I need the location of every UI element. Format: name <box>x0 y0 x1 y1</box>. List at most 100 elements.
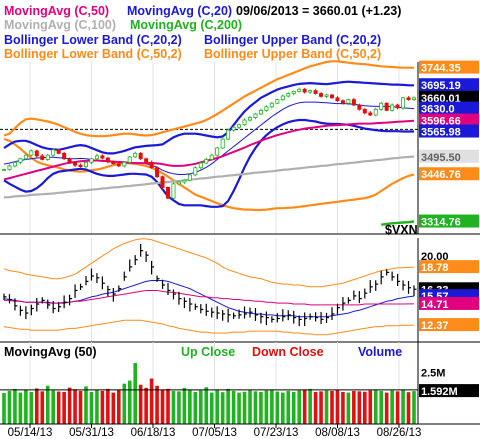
volume-bar <box>352 390 356 424</box>
volume-legend-entry: Volume <box>358 345 402 359</box>
vxn-bar <box>101 276 105 290</box>
axis-label: 1.592M <box>419 384 479 398</box>
legend-entry: Bollinger Upper Band (C,20,2) <box>204 33 381 47</box>
vxn-bar <box>260 312 264 324</box>
price-candle <box>176 180 181 186</box>
volume-legend-entry: MovingAvg (50) <box>4 345 97 359</box>
volume-bar <box>335 389 340 424</box>
vxn-bar <box>205 303 209 316</box>
axis-label-bg <box>419 296 479 310</box>
volume-bar <box>226 388 230 424</box>
volume-bar <box>395 391 400 424</box>
volume-bar <box>155 385 159 424</box>
vxn-bar <box>353 290 357 300</box>
volume-bar <box>188 389 192 424</box>
vxn-bar <box>347 297 351 304</box>
vxn-bar <box>287 310 291 321</box>
price-candle-body <box>138 152 143 160</box>
volume-bar <box>204 387 209 424</box>
price-panel: 3744.353695.193660.013630.03596.663565.9… <box>0 60 480 235</box>
volume-bar <box>330 390 334 424</box>
vxn-bar <box>47 299 51 309</box>
price-candle <box>122 161 127 168</box>
price-candle <box>149 160 154 169</box>
vxn-bar <box>167 282 171 296</box>
vxn-bar <box>254 308 258 321</box>
vxn-bar <box>386 269 390 276</box>
price-candle <box>335 96 340 102</box>
volume-bar <box>177 391 181 424</box>
vxn-bar <box>309 313 313 320</box>
axis-label-text: 3630.0 <box>421 104 455 116</box>
price-candle-body <box>384 102 389 111</box>
price-candle-body <box>340 100 345 104</box>
volume-bar <box>95 389 99 424</box>
vxn-bar <box>79 283 84 290</box>
price-candle-body <box>144 158 149 163</box>
volume-bar <box>40 391 45 424</box>
volume-bar <box>138 384 143 424</box>
volume-bar <box>111 392 116 424</box>
price-candle-body <box>253 113 258 118</box>
price-candle-body <box>2 169 7 171</box>
series-ma100 <box>3 155 415 199</box>
price-candle <box>138 151 143 161</box>
axis-label-text: 3446.76 <box>421 169 461 181</box>
price-candle-body <box>308 90 313 93</box>
volume-legend-entry: Up Close <box>181 345 235 359</box>
volume-bar <box>373 390 378 424</box>
price-candle-body <box>62 152 67 160</box>
axis-label: 12.37 <box>419 318 479 332</box>
volume-bar <box>379 390 383 424</box>
volume-bar <box>171 390 176 424</box>
price-candle <box>313 88 318 95</box>
price-candle <box>302 87 307 94</box>
axis-label-text: 3565.98 <box>421 127 461 139</box>
volume-bar <box>62 391 66 424</box>
volume-bar <box>248 390 252 424</box>
price-candle <box>237 123 242 130</box>
vxn-bar <box>161 279 166 289</box>
volume-bar <box>297 390 301 424</box>
vxn-bar <box>41 297 45 304</box>
vxn-bar <box>19 305 23 316</box>
vxn-bar <box>249 307 253 318</box>
axis-label-text: 1.592M <box>421 386 458 398</box>
price-candle <box>198 161 203 170</box>
vxn-bar <box>63 295 67 309</box>
price-candle <box>133 151 138 159</box>
volume-bar <box>35 388 39 424</box>
price-candle-body <box>291 90 296 94</box>
axis-label-text: 18.78 <box>421 262 449 274</box>
vxn-bar <box>298 315 302 327</box>
axis-label: 3630.0 <box>419 101 479 116</box>
volume-bar <box>406 392 411 424</box>
vxn-bar <box>25 306 29 320</box>
volume-bar <box>286 390 291 424</box>
price-candle-body <box>280 95 285 101</box>
vxn-bar <box>134 255 138 266</box>
price-candle-body <box>226 129 231 140</box>
volume-bar <box>264 390 269 424</box>
price-candle-body <box>198 162 203 169</box>
price-candle-body <box>45 154 50 160</box>
x-tick-label: 05/14/13 <box>8 427 53 439</box>
legend-entry: MovingAvg (C,100) <box>4 18 116 32</box>
volume-bar <box>24 389 28 424</box>
price-candle <box>373 107 378 117</box>
price-candle <box>144 157 149 165</box>
vxn-bar <box>325 312 330 323</box>
vxn-bar <box>369 280 373 293</box>
vxn-bar <box>52 301 56 314</box>
price-candle-body <box>324 94 329 97</box>
vxn-bar <box>194 303 198 310</box>
price-candle <box>94 154 99 160</box>
vxn-bar <box>243 306 248 319</box>
axis-label-bg <box>419 384 479 398</box>
axis-label-text: 14.71 <box>421 299 449 311</box>
axis-label: 2.5M <box>421 367 445 379</box>
price-candle <box>231 125 236 132</box>
vxn-bar <box>123 271 127 281</box>
price-candle-body <box>182 179 187 183</box>
